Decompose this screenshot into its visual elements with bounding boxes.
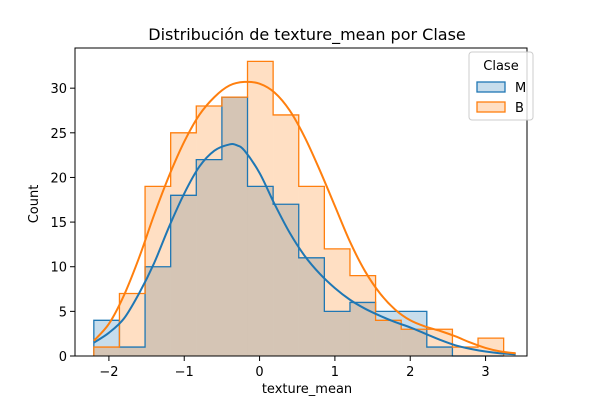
legend: Clase MB	[468, 51, 534, 121]
x-tick-label: 0	[255, 365, 263, 380]
y-tick-label: 10	[50, 261, 67, 276]
legend-swatch-B	[476, 101, 506, 113]
kde-curve-M	[93, 143, 516, 356]
x-tick-label: 2	[406, 365, 414, 380]
hist-bar-B-10	[349, 275, 376, 356]
y-tick-label: 0	[59, 350, 67, 365]
hist-bar-B-3	[170, 132, 197, 356]
hist-bar-B-2	[145, 186, 171, 356]
x-tick-label: −1	[175, 365, 194, 380]
y-tick-label: 25	[50, 127, 67, 142]
series-B-bins	[93, 61, 504, 357]
hist-bar-B-5	[221, 97, 248, 357]
hist-bar-B-4	[196, 106, 222, 356]
y-tick-label: 15	[50, 216, 67, 231]
y-tick-label: 20	[50, 171, 67, 186]
hist-bar-B-11	[375, 320, 402, 356]
legend-swatch-M	[476, 81, 506, 93]
hist-bar-B-8	[298, 186, 325, 356]
hist-bar-M-3	[170, 195, 197, 356]
x-tick-label: 1	[331, 365, 339, 380]
x-tick-label: 3	[481, 365, 489, 380]
hist-bar-M-2	[145, 266, 171, 356]
hist-bar-M-6	[247, 186, 274, 356]
hist-bar-M-12	[401, 311, 427, 356]
chart-title: Distribución de texture_mean por Clase	[148, 25, 466, 45]
y-axis-label: Count	[27, 185, 42, 224]
legend-title: Clase	[483, 59, 518, 74]
series-M-bins	[93, 97, 453, 357]
legend-label-B: B	[515, 101, 524, 116]
kde-curve-B	[93, 80, 516, 355]
hist-bar-M-1	[119, 347, 146, 356]
y-tick-label: 30	[50, 82, 67, 97]
hist-bar-B-12	[401, 329, 427, 356]
hist-bar-M-13	[426, 347, 453, 356]
hist-bar-B-6	[247, 61, 274, 357]
hist-bar-M-4	[196, 159, 222, 356]
hist-bar-B-9	[324, 248, 350, 356]
x-axis-label: texture_mean	[262, 382, 352, 397]
hist-bar-M-7	[273, 204, 299, 356]
axes-frame	[74, 47, 528, 357]
plot-area	[93, 60, 516, 357]
hist-bar-B-7	[273, 114, 299, 357]
x-tick-label: −2	[99, 365, 118, 380]
legend-frame	[468, 51, 534, 121]
hist-bar-M-9	[324, 311, 350, 356]
hist-bar-B-14	[452, 347, 479, 356]
legend-label-M: M	[515, 81, 526, 96]
hist-outline-B	[93, 60, 505, 356]
hist-bar-M-5	[221, 97, 248, 357]
hist-bar-B-0	[93, 347, 120, 356]
y-tick-label: 5	[59, 305, 67, 320]
